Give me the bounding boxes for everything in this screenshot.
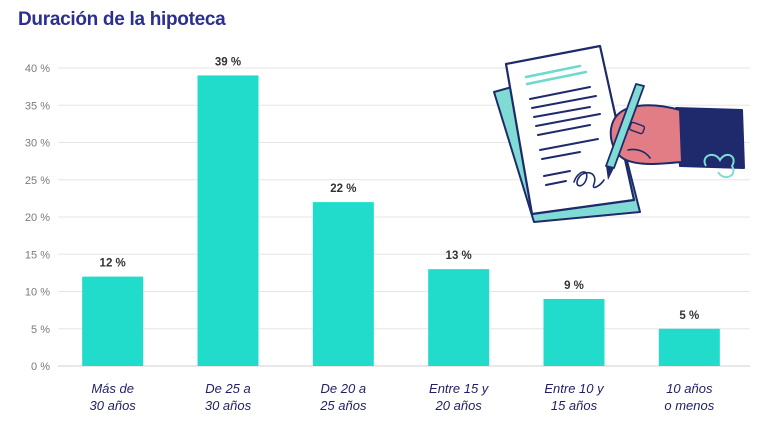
data-label: 13 % [446,250,472,262]
category-label: De 25 a [205,381,251,396]
y-tick-label: 25 % [25,175,50,187]
bar [197,75,259,366]
bar [312,202,374,366]
y-tick-label: 35 % [25,100,50,112]
data-label: 39 % [215,56,241,68]
chart-title: Duración de la hipoteca [18,9,226,30]
category-label: De 20 a [321,381,367,396]
category-label: 10 años [666,381,713,396]
bar [82,276,144,366]
category-label: 30 años [205,398,252,413]
sleeve [675,107,745,179]
pen [605,83,646,180]
y-tick-label: 10 % [25,287,50,299]
category-label: 20 años [435,398,483,413]
category-label: Entre 10 y [544,381,605,396]
bar [543,298,605,366]
bar [658,328,720,366]
y-tick-label: 5 % [31,324,50,336]
y-tick-label: 0 % [31,361,50,373]
category-label: o menos [664,398,714,413]
category-label: 15 años [551,398,598,413]
data-label: 5 % [679,310,699,322]
document-front-sheet [504,44,636,216]
data-label: 9 % [564,280,584,292]
category-label: 30 años [90,398,137,413]
y-tick-label: 20 % [25,212,50,224]
category-label: Entre 15 y [429,381,490,396]
data-label: 12 % [100,258,126,270]
category-label: 25 años [319,398,367,413]
y-tick-label: 40 % [25,63,50,75]
data-label: 22 % [330,183,356,195]
category-label: Más de [91,381,134,396]
y-tick-label: 15 % [25,249,50,261]
y-tick-label: 30 % [25,138,50,150]
bar [428,269,490,366]
